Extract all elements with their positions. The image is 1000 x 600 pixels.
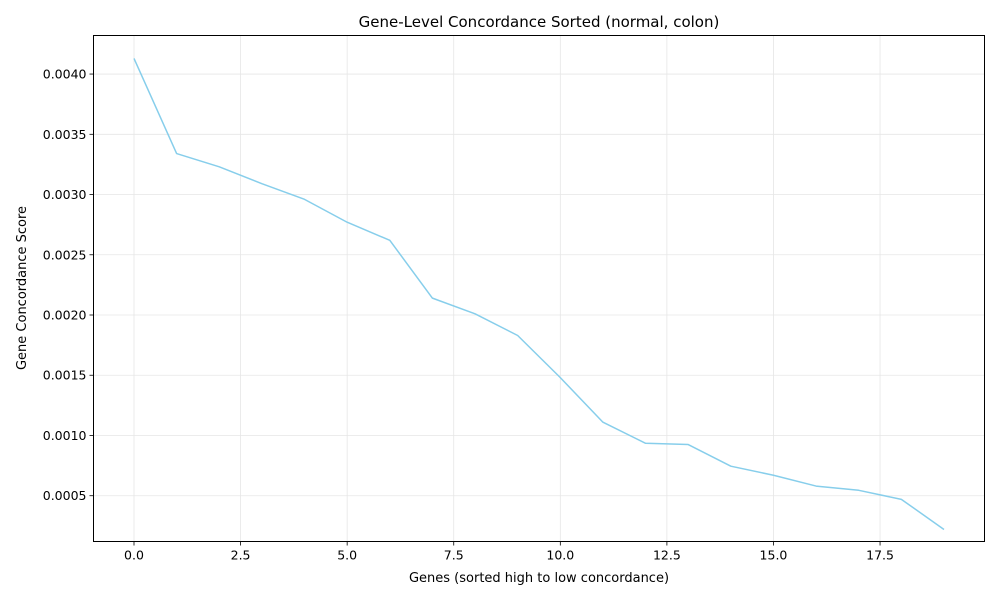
series-line bbox=[133, 58, 945, 531]
x-axis: 0.0 2.5 5.0 7.5 10.0 12.5 15.0 17.5 bbox=[124, 541, 894, 563]
x-tick-label: 12.5 bbox=[653, 548, 681, 563]
chart-title: Gene-Level Concordance Sorted (normal, c… bbox=[359, 13, 720, 31]
x-tick-label: 5.0 bbox=[337, 548, 357, 563]
plot-area bbox=[133, 58, 945, 531]
x-axis-label: Genes (sorted high to low concordance) bbox=[409, 571, 669, 586]
y-tick-label: 0.0040 bbox=[43, 67, 87, 82]
grid bbox=[93, 35, 985, 542]
x-tick-label: 0.0 bbox=[124, 548, 144, 563]
y-tick-label: 0.0025 bbox=[43, 247, 87, 262]
x-tick-label: 17.5 bbox=[866, 548, 894, 563]
y-tick-label: 0.0035 bbox=[43, 127, 87, 142]
y-axis-label: Gene Concordance Score bbox=[15, 206, 30, 370]
y-tick-label: 0.0020 bbox=[43, 308, 87, 323]
y-tick-label: 0.0015 bbox=[43, 368, 87, 383]
x-tick-label: 2.5 bbox=[231, 548, 251, 563]
x-tick-label: 10.0 bbox=[546, 548, 574, 563]
y-axis: 0.0005 0.0010 0.0015 0.0020 0.0025 0.0030 0.00… bbox=[43, 67, 94, 503]
y-tick-label: 0.0030 bbox=[43, 187, 87, 202]
axes-frame bbox=[93, 35, 985, 542]
x-tick-label: 7.5 bbox=[444, 548, 464, 563]
y-tick-label: 0.0010 bbox=[43, 428, 87, 443]
x-tick-label: 15.0 bbox=[760, 548, 788, 563]
y-tick-label: 0.0005 bbox=[43, 488, 87, 503]
